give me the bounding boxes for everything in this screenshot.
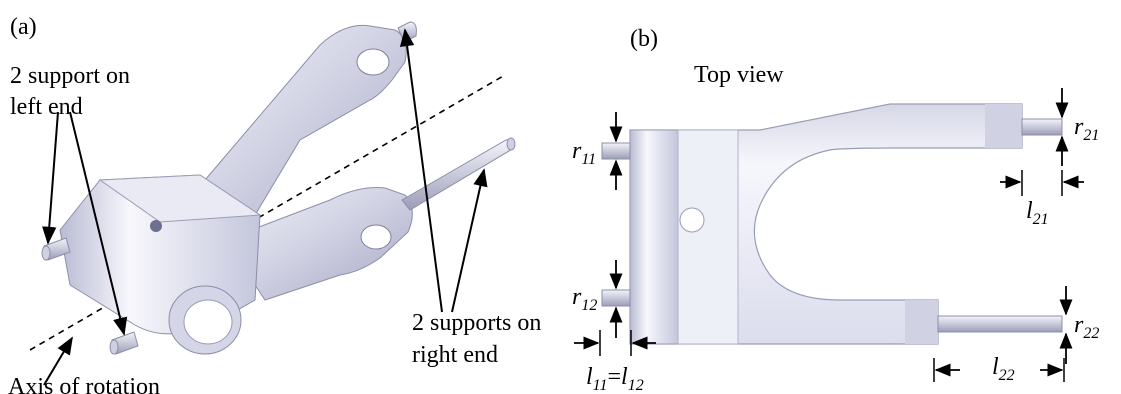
- l22-symbol: l: [992, 354, 999, 380]
- l11-subscript: 11: [593, 377, 608, 394]
- top-view-hole: [679, 207, 705, 233]
- l21-symbol: l: [1026, 198, 1033, 224]
- right-support-label-line1: 2 supports on: [412, 310, 541, 336]
- axis-of-rotation-label: Axis of rotation: [8, 374, 160, 394]
- support-rod-21: [1021, 118, 1063, 136]
- arrow-right-support-1: [399, 28, 443, 313]
- panel-a-tag: (a): [10, 14, 37, 40]
- svg-text:r21: r21: [1074, 114, 1099, 144]
- arrow-left-support-2: [69, 111, 128, 336]
- panel-a: (a) 2 support on left end: [8, 14, 541, 394]
- r21-subscript: 21: [1083, 127, 1099, 144]
- r12-subscript: 12: [581, 297, 597, 314]
- arrow-right-support-2: [451, 168, 488, 313]
- panel-b-tag: (b): [630, 26, 658, 52]
- right-support-pin-lower: [401, 139, 515, 211]
- bracket-top-view: [601, 103, 1063, 345]
- r12-symbol: r: [572, 284, 582, 310]
- r22-subscript: 22: [1083, 325, 1099, 342]
- bracket-3d: [59, 24, 413, 355]
- right-support-label-line2: right end: [412, 342, 498, 368]
- l-equals: =: [607, 364, 621, 390]
- support-rod-22: [937, 315, 1063, 333]
- svg-text:r12: r12: [572, 284, 597, 314]
- left-support-label-line1: 2 support on: [10, 63, 130, 89]
- dim-r11: r11: [572, 112, 623, 190]
- svg-text:l11=l12: l11=l12: [586, 364, 644, 394]
- r11-symbol: r: [572, 138, 582, 164]
- panel-b: (b) Top view r11: [572, 26, 1099, 394]
- support-rod-11: [601, 142, 631, 160]
- svg-text:l22: l22: [992, 354, 1015, 384]
- top-view-title: Top view: [694, 62, 784, 88]
- dim-r21: r21: [1055, 88, 1099, 166]
- r21-symbol: r: [1074, 114, 1084, 140]
- l22-subscript: 22: [999, 367, 1015, 384]
- r22-symbol: r: [1074, 312, 1084, 338]
- dim-l11: l11=l12: [574, 330, 656, 394]
- l21-subscript: 21: [1033, 211, 1049, 228]
- svg-text:r11: r11: [572, 138, 596, 168]
- dim-l22: l22: [933, 354, 1065, 384]
- l12-subscript: 12: [628, 377, 644, 394]
- left-supports: [41, 237, 139, 355]
- svg-text:l21: l21: [1026, 198, 1049, 228]
- lower-arm-hole: [360, 224, 392, 250]
- support-rod-12: [601, 289, 631, 307]
- l11-symbol: l: [586, 364, 593, 390]
- upper-arm-hole: [356, 48, 390, 76]
- r11-subscript: 11: [581, 151, 596, 168]
- dim-r22: r22: [1059, 286, 1099, 364]
- svg-text:r22: r22: [1074, 312, 1099, 342]
- left-block-band: [629, 129, 679, 345]
- arrow-left-support-1: [42, 111, 59, 245]
- dim-r12: r12: [572, 260, 623, 338]
- arrow-axis-of-rotation: [43, 336, 73, 386]
- bracket-pin-hole: [150, 220, 162, 232]
- dim-l21: l21: [1000, 170, 1084, 228]
- l12-symbol: l: [621, 364, 628, 390]
